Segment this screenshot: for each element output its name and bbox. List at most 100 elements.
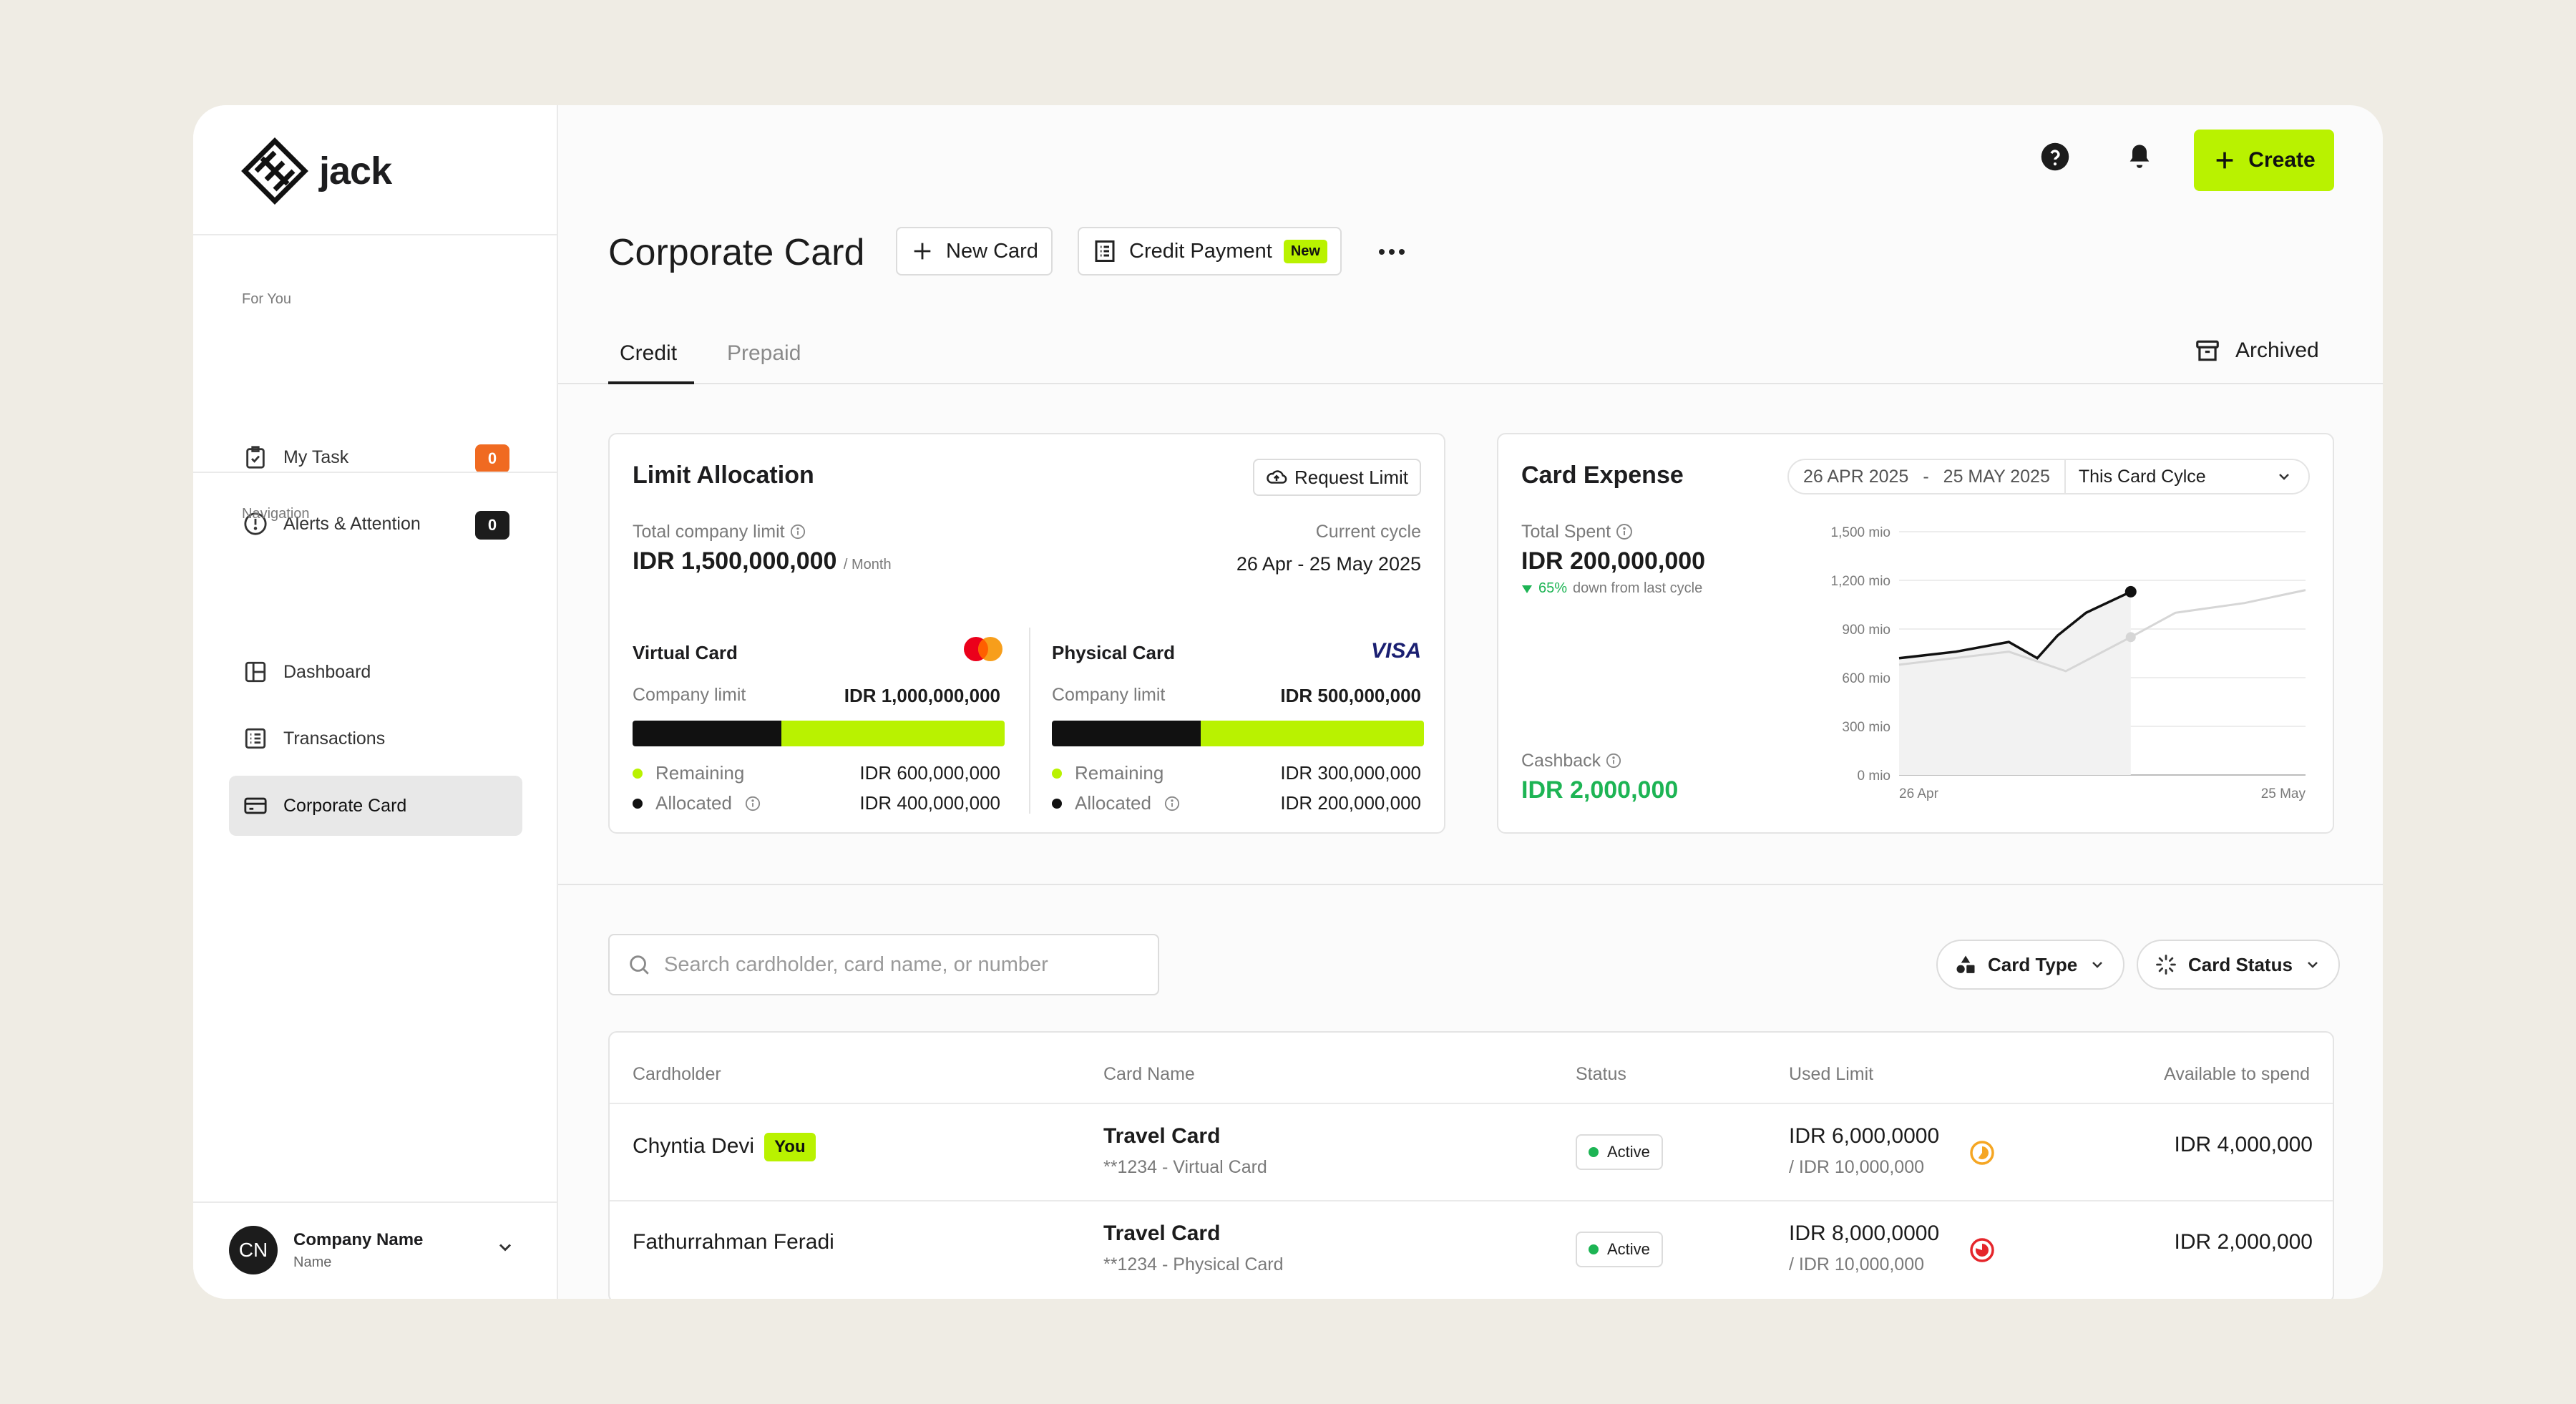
expense-line-chart: 0 mio 300 mio 600 mio 900 mio 1,200 mio 1,500… [1831,525,2306,801]
sidebar-item-my-task[interactable]: My Task 0 [229,427,522,487]
date-range-picker[interactable]: 26 APR 2025 - 25 MAY 2025 This Card Cylc… [1787,459,2310,494]
cycle-select[interactable]: This Card Cylce [2064,460,2308,493]
table-row[interactable]: Fathurrahman Feradi Travel Card **1234 -… [610,1201,2333,1297]
remaining-dot [1052,768,1062,779]
cardholder-name: Chyntia Devi [633,1134,755,1158]
more-dot [1399,249,1405,255]
card-status-label: Card Status [2188,953,2293,975]
search-placeholder: Search cardholder, card name, or number [664,952,1048,976]
status-text: Active [1607,1240,1650,1258]
task-count-badge: 0 [475,444,509,473]
card-title: Limit Allocation [633,462,814,489]
date-to: 25 MAY 2025 [1943,466,2050,487]
company-profile[interactable]: CN Company Name Name [229,1222,522,1279]
card-name: Travel Card [1103,1124,1221,1148]
total-limit-label-text: Total company limit [633,522,785,542]
sidebar-item-alerts[interactable]: Alerts & Attention 0 [229,494,522,554]
app-name: jack [319,150,392,192]
chevron-down-icon [2308,962,2318,968]
section-for-you: For You [242,291,291,307]
allocated-dot [1052,798,1062,809]
allocated-dot [633,798,643,809]
alerts-count-badge: 0 [475,511,509,540]
total-spent-value: IDR 200,000,000 [1521,547,1706,575]
total-spent-label-text: Total Spent [1521,522,1611,542]
physical-card-title: Physical Card [1052,642,1175,663]
user-name: Name [293,1254,332,1270]
plus-icon [914,243,931,260]
total-limit-value: IDR 1,500,000,000 / Month [633,547,892,575]
limit-allocation-card: Limit Allocation Request Limit Total com… [608,433,1445,834]
sidebar-item-transactions[interactable]: Transactions [229,708,522,769]
cashback-value: IDR 2,000,000 [1521,776,1679,804]
notifications-button[interactable] [2122,140,2157,174]
new-card-label: New Card [946,239,1038,263]
create-button[interactable]: Create [2194,130,2334,191]
sidebar-item-corporate-card[interactable]: Corporate Card [229,776,522,836]
info-icon [1606,753,1621,769]
new-badge: New [1283,239,1327,263]
tab-credit[interactable]: Credit [620,341,678,365]
status-text: Active [1607,1143,1650,1161]
column-header-status[interactable]: Status [1576,1064,1626,1084]
credit-card-icon [244,797,267,814]
total-limit-amount: IDR 1,500,000,000 [633,547,837,575]
change-indicator: 65% down from last cycle [1521,580,1702,597]
sidebar-item-label: Transactions [283,728,386,749]
tab-prepaid[interactable]: Prepaid [727,341,801,365]
help-button[interactable] [2038,140,2072,174]
cashback-label: Cashback [1521,751,1621,771]
you-badge: You [764,1133,816,1161]
sidebar-item-label: Dashboard [283,661,371,682]
company-name: Company Name [293,1229,424,1249]
column-header-cardholder[interactable]: Cardholder [633,1064,721,1084]
remaining-fill [1201,721,1424,746]
column-header-card-name[interactable]: Card Name [1103,1064,1195,1084]
receipt-icon [1095,240,1115,262]
new-card-button[interactable]: New Card [896,227,1053,276]
chevron-down-icon [2279,474,2289,480]
sidebar-item-dashboard[interactable]: Dashboard [229,642,522,702]
credit-payment-button[interactable]: Credit Payment New [1078,227,1342,276]
virtual-remaining-value: IDR 600,000,000 [859,762,1000,784]
info-icon [790,524,805,540]
archive-icon [2196,340,2219,361]
shapes-icon [1956,955,1975,973]
sidebar-divider [193,234,558,235]
allocated-fill [633,721,781,746]
info-icon [745,796,761,811]
y-tick-label: 1,500 mio [1831,525,1890,540]
physical-limit-bar [1052,721,1424,746]
physical-remaining-legend: Remaining [1052,762,1163,784]
request-limit-button[interactable]: Request Limit [1253,459,1421,496]
current-point-marker [2124,585,2137,598]
total-spent-label: Total Spent [1521,522,1633,542]
card-type-filter[interactable]: Card Type [1936,940,2125,990]
virtual-company-limit-label: Company limit [633,685,746,705]
app-logo[interactable]: jack [240,137,392,205]
available-to-spend: IDR 2,000,000 [2174,1230,2313,1254]
cashback-label-text: Cashback [1521,751,1601,771]
card-name: Travel Card [1103,1222,1221,1245]
more-dot [1379,249,1385,255]
column-header-used-limit[interactable]: Used Limit [1789,1064,1874,1084]
column-header-available[interactable]: Available to spend [2164,1064,2310,1084]
sidebar-item-label: Alerts & Attention [283,513,421,534]
triangle-down-icon [1522,585,1532,593]
total-limit-unit: / Month [843,557,892,572]
physical-allocated-value: IDR 200,000,000 [1280,792,1421,814]
allocated-fill [1052,721,1201,746]
more-options-button[interactable] [1374,234,1410,270]
status-badge: Active [1576,1134,1663,1170]
archived-button[interactable]: Archived [2194,337,2319,364]
search-input[interactable]: Search cardholder, card name, or number [608,934,1159,995]
usage-fill [1978,1146,1989,1159]
change-text: down from last cycle [1573,580,1703,596]
area-fill [1899,591,2131,775]
page-title: Corporate Card [608,232,865,273]
chevron-down-icon[interactable] [495,1237,515,1257]
card-status-filter[interactable]: Card Status [2137,940,2340,990]
allocated-label: Allocated [655,792,732,814]
header-divider [610,1103,2333,1104]
table-row[interactable]: Chyntia Devi You Travel Card **1234 - Vir… [610,1104,2333,1200]
